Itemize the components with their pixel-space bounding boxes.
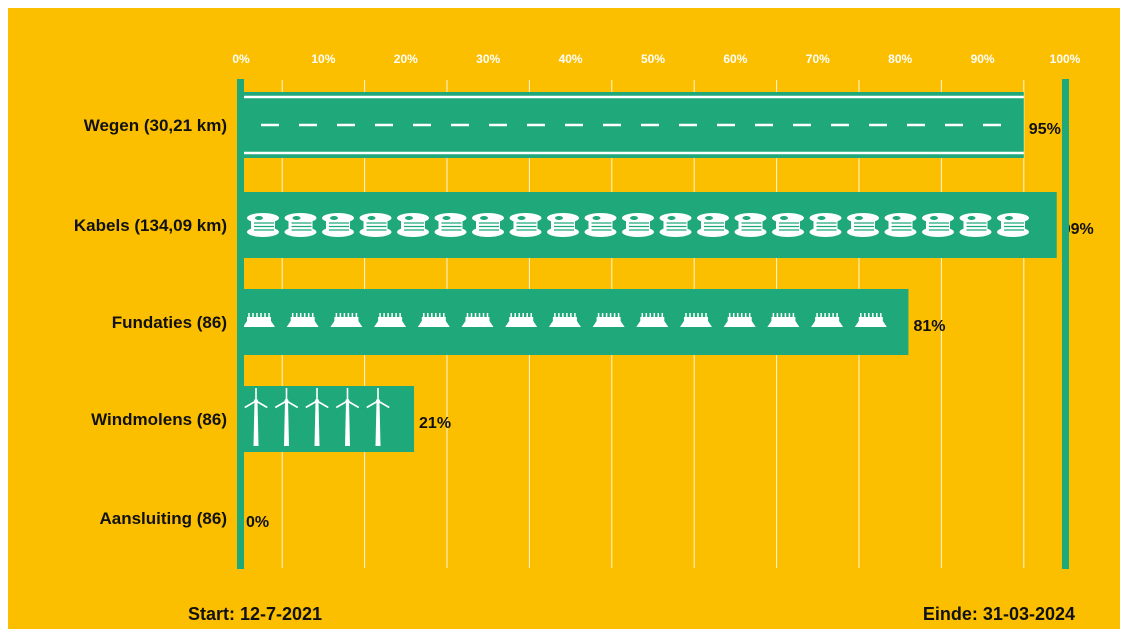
cable-reel-icon [697, 213, 729, 237]
x-tick-label: 0% [232, 52, 250, 66]
cable-reel-icon [622, 213, 654, 237]
x-tick-label: 60% [723, 52, 747, 66]
x-tick-label: 30% [476, 52, 500, 66]
wind-turbine-icon [335, 388, 360, 446]
foundation-icon [330, 313, 363, 327]
foundation-icon [243, 313, 275, 327]
value-label: 99% [1062, 221, 1094, 238]
foundation-icon [592, 313, 625, 327]
category-label: Wegen (30,21 km) [84, 116, 227, 135]
start-post [237, 79, 244, 569]
cable-reel-icon [397, 213, 429, 237]
cable-reel-icon [809, 213, 842, 237]
end-post [1062, 79, 1069, 569]
road-icon [241, 95, 1024, 155]
value-label: 0% [246, 514, 269, 531]
cable-reel-icon [547, 213, 579, 237]
foundation-icon [680, 313, 712, 327]
cable-reel-icon [922, 213, 954, 237]
wind-turbine-icon [244, 388, 268, 446]
cable-reel-icon [584, 213, 617, 237]
foundation-icon [548, 313, 581, 327]
x-tick-label: 40% [559, 52, 583, 66]
foundation-icon [286, 313, 319, 327]
x-tick-label: 100% [1050, 52, 1081, 66]
cable-reel-icon [659, 213, 692, 237]
bar-icons [243, 313, 887, 327]
x-tick-label: 80% [888, 52, 912, 66]
value-label: 95% [1029, 121, 1061, 138]
cable-reel-icon [472, 213, 504, 237]
cable-reel-icon [434, 213, 467, 237]
cable-reel-icon [772, 213, 804, 237]
cable-reel-icon [509, 213, 542, 237]
cable-reel-icon [847, 213, 879, 237]
cable-reel-icon [734, 213, 767, 237]
x-tick-label: 20% [394, 52, 418, 66]
wind-turbine-icon [366, 388, 390, 446]
foundation-icon [417, 313, 450, 327]
foundation-icon [636, 313, 669, 327]
cable-reel-icon [359, 213, 392, 237]
x-tick-label: 70% [806, 52, 830, 66]
cable-reel-icon [884, 213, 917, 237]
cable-reel-icon [247, 213, 279, 237]
category-label: Aansluiting (86) [99, 509, 227, 528]
x-tick-label: 90% [971, 52, 995, 66]
progress-bar-chart: 0% 10% 20% 30% 40% 50% 60% 70% 80% 90% 100% Wegen (… [74, 52, 1094, 569]
bar-icons [247, 213, 1029, 237]
category-label: Kabels (134,09 km) [74, 216, 227, 235]
x-tick-label: 50% [641, 52, 665, 66]
wind-turbine-icon [274, 388, 299, 446]
foundation-icon [767, 313, 800, 327]
value-label: 81% [913, 318, 945, 335]
foundation-icon [505, 313, 538, 327]
cable-reel-icon [322, 213, 354, 237]
cable-reel-icon [959, 213, 992, 237]
chart-panel: 0% 10% 20% 30% 40% 50% 60% 70% 80% 90% 100% Wegen (… [8, 8, 1120, 629]
foundation-icon [461, 313, 494, 327]
cable-reel-icon [997, 213, 1029, 237]
bar-icons [244, 388, 390, 446]
bar [241, 386, 415, 452]
foundation-icon [723, 313, 756, 327]
foundation-icon [374, 313, 407, 327]
category-label: Fundaties (86) [112, 313, 227, 332]
foundation-icon [811, 313, 844, 327]
value-label: 21% [419, 415, 451, 432]
bar [241, 92, 1024, 158]
wind-turbine-icon [305, 388, 329, 446]
start-date-label: Start: 12-7-2021 [188, 604, 323, 624]
end-date-label: Einde: 31-03-2024 [922, 604, 1075, 624]
category-label: Windmolens (86) [91, 410, 227, 429]
foundation-icon [854, 313, 887, 327]
cable-reel-icon [284, 213, 317, 237]
x-tick-label: 10% [311, 52, 335, 66]
